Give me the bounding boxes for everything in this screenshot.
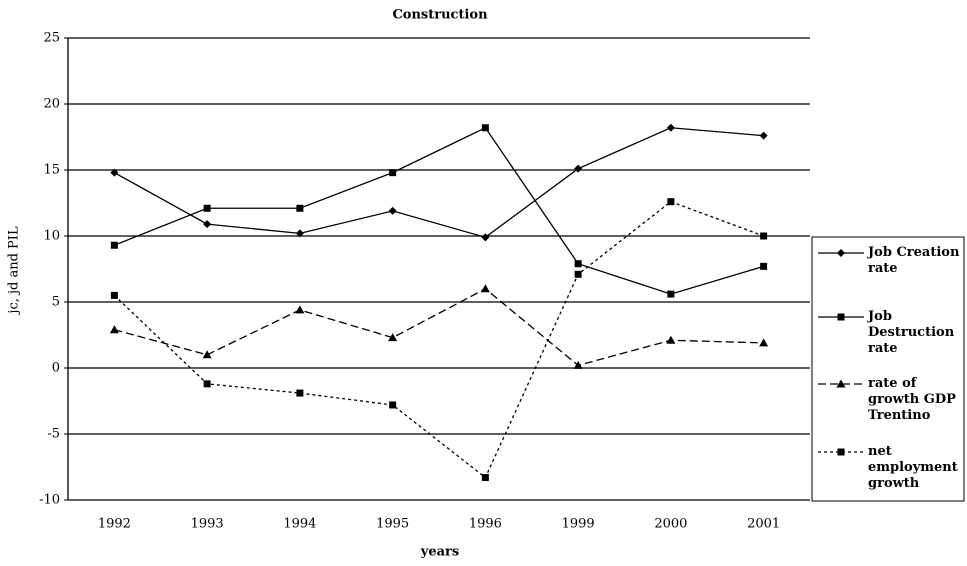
x-tick-label: 2000 <box>654 517 687 532</box>
y-tick-label: 25 <box>43 31 60 46</box>
y-tick-label: 15 <box>43 163 60 178</box>
legend-marker <box>837 249 845 257</box>
x-tick-label: 2001 <box>747 517 780 532</box>
y-tick-label: -10 <box>39 493 60 508</box>
data-point <box>109 325 119 334</box>
data-point <box>296 389 304 397</box>
data-point <box>388 333 398 342</box>
y-tick-label: -5 <box>47 427 60 442</box>
data-point <box>573 360 583 369</box>
data-point <box>667 198 675 206</box>
data-point <box>667 290 675 298</box>
legend-box <box>811 236 965 502</box>
x-tick-label: 1992 <box>98 517 131 532</box>
data-point <box>203 380 211 388</box>
x-tick-label: 1993 <box>191 517 224 532</box>
data-point <box>481 124 489 132</box>
legend-marker <box>837 313 845 321</box>
data-point <box>481 474 489 482</box>
legend-label: Job Creation rate <box>868 245 960 276</box>
data-point <box>110 168 119 177</box>
data-point <box>480 284 490 293</box>
data-point <box>574 270 582 278</box>
data-point <box>295 305 305 314</box>
data-point <box>574 260 582 268</box>
y-tick-label: 20 <box>43 97 60 112</box>
data-point <box>759 131 768 140</box>
data-point <box>389 169 397 177</box>
legend-label: rate of growth GDP Trentino <box>868 376 956 423</box>
data-point <box>203 204 211 212</box>
x-tick-label: 1996 <box>469 517 502 532</box>
legend-label: Job Destruction rate <box>868 309 955 356</box>
data-point <box>760 262 768 270</box>
data-point <box>202 350 212 359</box>
data-point <box>296 204 304 212</box>
data-point <box>110 291 118 299</box>
data-point <box>574 164 583 173</box>
x-tick-label: 1994 <box>283 517 316 532</box>
data-point <box>666 123 675 132</box>
data-point <box>388 206 397 215</box>
x-tick-label: 1999 <box>562 517 595 532</box>
data-point <box>203 220 212 229</box>
data-point <box>666 335 676 344</box>
x-axis-label: years <box>420 545 459 560</box>
series-line <box>114 127 764 239</box>
y-tick-label: 10 <box>43 229 60 244</box>
data-point <box>110 241 118 249</box>
data-point <box>760 232 768 240</box>
data-point <box>481 233 490 242</box>
series-line <box>114 288 764 367</box>
legend-marker <box>837 448 845 456</box>
series-line <box>114 126 764 295</box>
data-point <box>759 338 769 347</box>
data-point <box>295 229 304 238</box>
y-tick-label: 0 <box>52 361 60 376</box>
legend-label: net employment growth <box>868 444 958 491</box>
y-axis-label: jc, jd and PIL <box>7 226 22 316</box>
data-point <box>389 401 397 409</box>
chart-title: Construction <box>392 8 488 23</box>
legend-marker <box>836 379 846 388</box>
series-line <box>113 200 764 479</box>
y-tick-label: 5 <box>52 295 60 310</box>
x-tick-label: 1995 <box>376 517 409 532</box>
